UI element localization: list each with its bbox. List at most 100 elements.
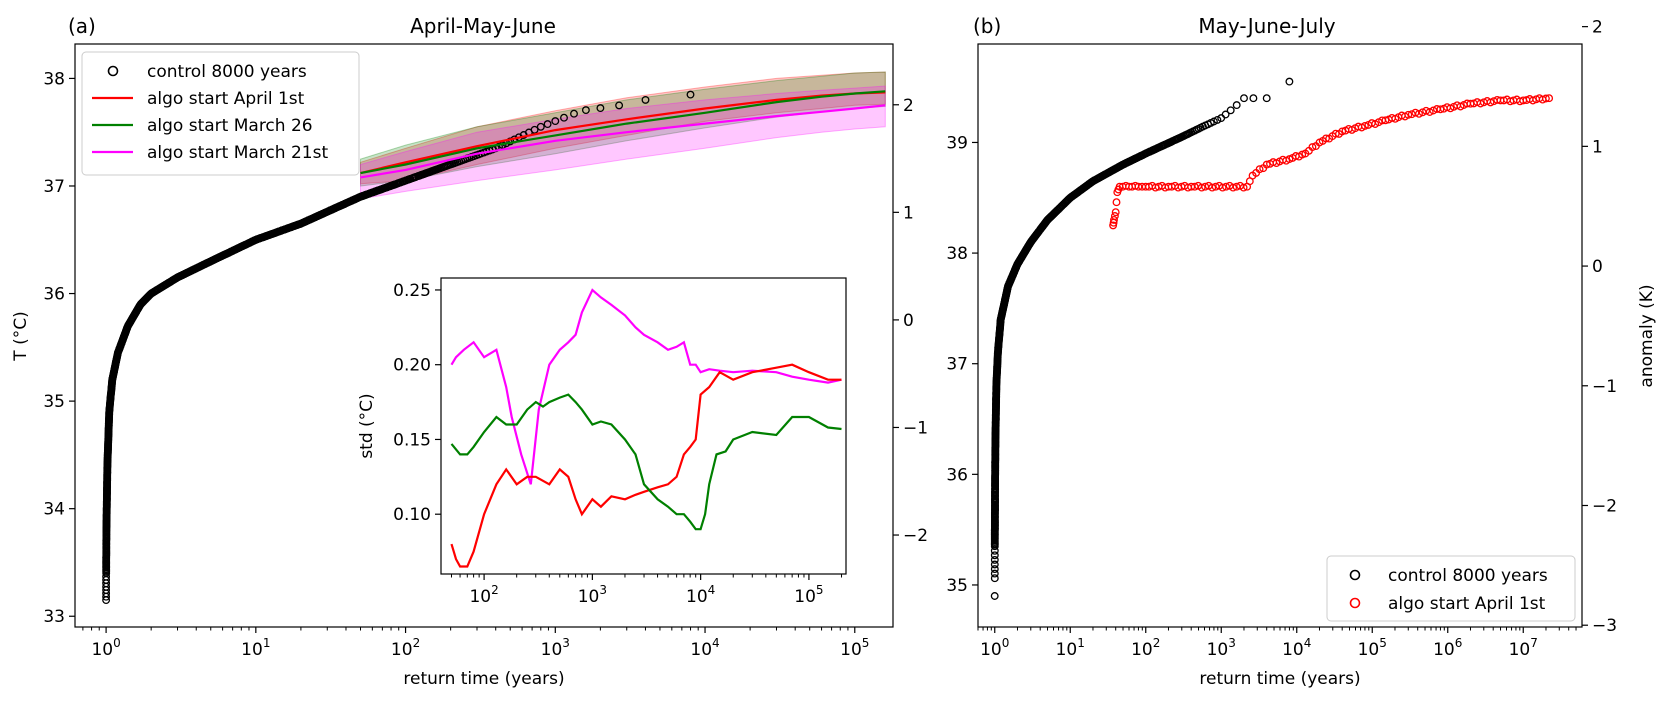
legend-marker-control	[1349, 569, 1361, 581]
y-tick-label: 37	[946, 355, 968, 375]
panel-b-points	[990, 77, 1554, 600]
y-tick-label: 39	[946, 133, 968, 153]
legend-box	[81, 51, 360, 176]
panel-a-control-points	[102, 90, 695, 605]
control-point	[990, 560, 999, 569]
inset-y-tick-label: 0.20	[393, 356, 431, 376]
inset-series-lines	[450, 288, 842, 568]
control-point	[551, 117, 560, 126]
legend-label-control: control 8000 years	[1388, 566, 1548, 586]
control-point	[990, 569, 999, 578]
x-tick-label: 101	[241, 636, 270, 660]
control-point	[581, 106, 590, 115]
panel-a-right-y-ticks: −2 −1 0 1 2	[893, 96, 928, 546]
x-tick-label: 102	[391, 636, 420, 660]
x-tick-label: 101	[1056, 636, 1085, 660]
confidence-band	[360, 85, 886, 200]
y-tick-label: 35	[946, 576, 968, 596]
algo-point	[1311, 142, 1320, 151]
x-tick-label: 103	[541, 636, 570, 660]
confidence-band	[360, 71, 886, 185]
y-tick-label: 36	[946, 465, 968, 485]
algo-point	[1415, 109, 1423, 118]
panel-a-x-label: return time (years)	[403, 669, 564, 689]
panel-a-axes-frame	[74, 43, 894, 628]
right-y-tick-label: −2	[1592, 496, 1617, 516]
algo-point	[1436, 105, 1445, 114]
y-tick-label: 34	[43, 500, 65, 520]
panel-a-legend: control 8000 years algo start April 1st …	[81, 51, 360, 176]
legend-label-march21: algo start March 21st	[147, 143, 328, 163]
algo-point	[1381, 116, 1390, 125]
inset-y-label: std (°C)	[357, 393, 377, 458]
legend-label-march26: algo start March 26	[147, 116, 313, 136]
algo-point	[1298, 150, 1307, 159]
control-point	[990, 555, 999, 564]
panel-a-y-label: T (°C)	[11, 311, 31, 361]
inset-x-tick-label: 102	[469, 583, 498, 607]
inset-axes-frame	[440, 277, 847, 575]
panel-a-y-ticks: 33 34 35 36 37 38	[43, 69, 75, 627]
series-line	[360, 104, 886, 179]
panel-b-label: (b)	[973, 14, 1001, 38]
control-point	[543, 120, 552, 129]
panel-a-title: April-May-June	[410, 14, 556, 38]
y-tick-label: 36	[43, 285, 65, 305]
inset-x-tick-label: 103	[578, 583, 607, 607]
x-tick-label: 100	[91, 636, 120, 660]
algo-point	[1229, 183, 1238, 192]
control-point	[596, 104, 605, 113]
right-y-tick-label: −1	[1592, 377, 1617, 397]
panel-b: (b) May-June-July 100 101 102 103 104 105 106 1…	[946, 14, 1657, 689]
y-tick-label: 38	[946, 244, 968, 264]
inset-y-tick-label: 0.10	[393, 505, 431, 525]
inset-x-tick-label: 104	[686, 583, 715, 607]
legend-box	[1326, 555, 1576, 622]
panel-b-legend: control 8000 years algo start April 1st	[1326, 555, 1576, 622]
algo-point	[1197, 183, 1206, 192]
control-point	[1232, 101, 1241, 110]
algo-point	[1282, 156, 1291, 165]
algo-point	[1110, 215, 1118, 224]
panel-b-x-ticks: 100 101 102 103 104 105 106 107	[977, 627, 1577, 660]
panel-b-y-ticks: 35 36 37 38 39	[946, 133, 978, 596]
legend-label-april: algo start April 1st	[1388, 594, 1546, 614]
control-point	[990, 574, 999, 583]
panel-b-right-y-ticks: −3 −2 −1 0 1 2	[1582, 18, 1617, 636]
inset-x-ticks: 102 103 104 105	[450, 574, 843, 607]
algo-point	[1308, 143, 1317, 152]
control-point	[990, 551, 999, 560]
y-tick-label: 35	[43, 392, 65, 412]
right-y-tick-label: 0	[903, 311, 914, 331]
algo-point	[1245, 177, 1254, 186]
algo-point	[1278, 155, 1287, 164]
control-point	[530, 125, 539, 134]
algo-point	[1218, 183, 1227, 192]
legend-marker-april	[1349, 597, 1361, 609]
algo-point	[1541, 94, 1550, 103]
control-point	[1249, 94, 1258, 103]
control-point	[990, 592, 999, 600]
panel-a-label: (a)	[68, 14, 96, 38]
y-tick-label: 33	[43, 607, 65, 627]
control-point	[1240, 94, 1248, 103]
panel-b-right-y-label: anomaly (K)	[1637, 284, 1657, 387]
right-y-tick-label: −3	[1592, 616, 1617, 636]
algo-point	[1112, 198, 1121, 207]
inset-y-ticks: 0.10 0.15 0.20 0.25	[393, 281, 441, 525]
control-point	[1221, 110, 1230, 119]
right-y-tick-label: 1	[1592, 137, 1603, 157]
algo-point	[1354, 122, 1363, 131]
algo-point	[1538, 95, 1547, 104]
legend-label-april: algo start April 1st	[147, 89, 305, 109]
control-point	[536, 122, 545, 131]
control-point	[641, 95, 650, 104]
algo-point	[1110, 212, 1119, 220]
algo-point	[1128, 182, 1137, 191]
panel-b-axes-frame	[977, 43, 1583, 628]
legend-label-control: control 8000 years	[147, 62, 307, 82]
algo-point	[1335, 129, 1343, 138]
y-tick-label: 37	[43, 177, 65, 197]
algo-point	[1111, 208, 1120, 217]
panel-b-x-label: return time (years)	[1199, 669, 1360, 689]
